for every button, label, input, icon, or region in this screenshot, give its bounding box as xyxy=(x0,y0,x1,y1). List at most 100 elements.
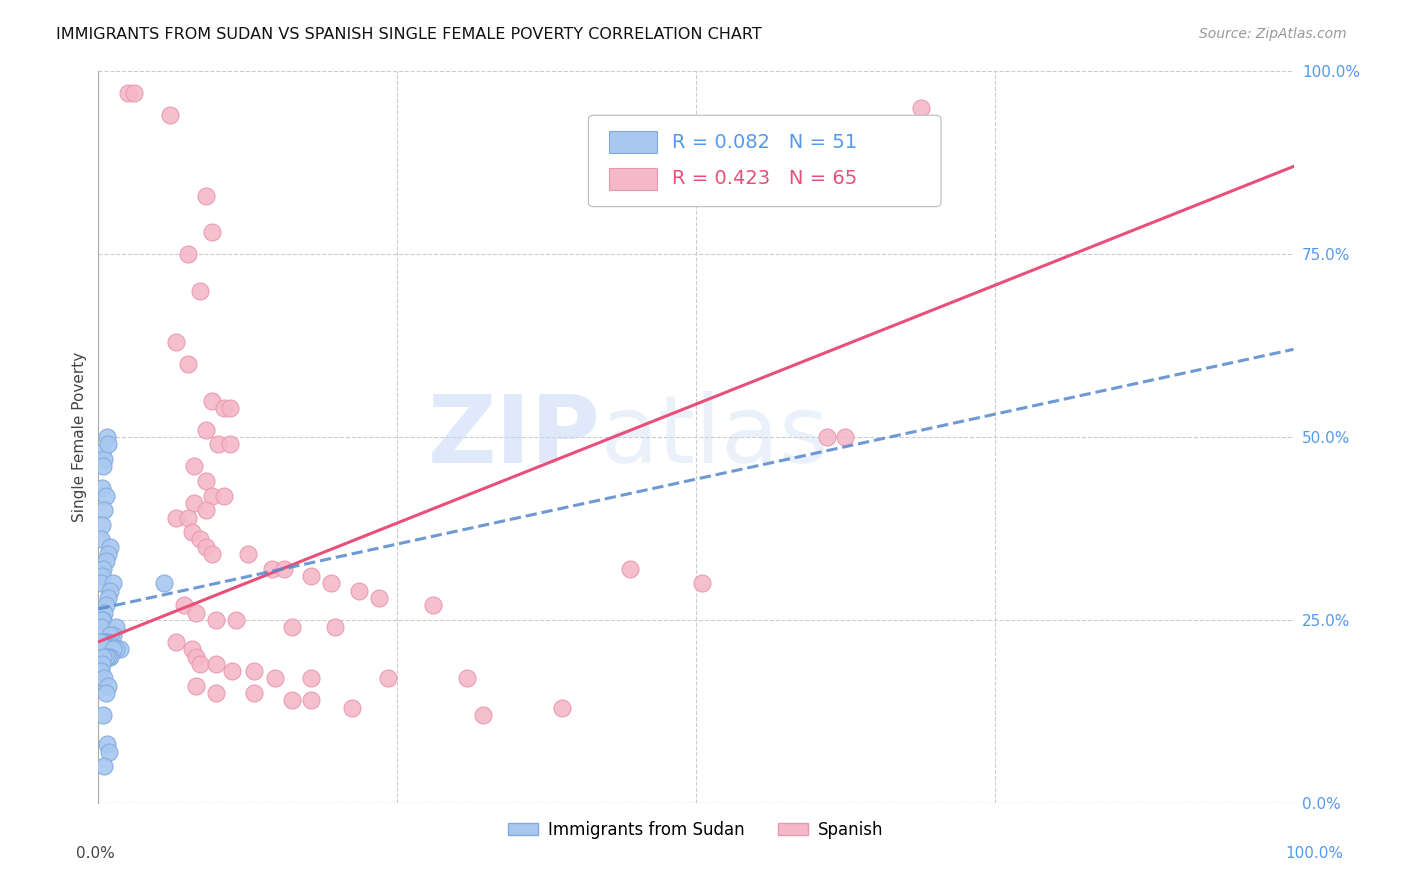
Point xyxy=(97,437,120,451)
Point xyxy=(91,635,114,649)
Text: R = 0.082   N = 51: R = 0.082 N = 51 xyxy=(672,133,858,152)
Point xyxy=(101,576,124,591)
Point xyxy=(97,591,120,605)
Point xyxy=(204,657,226,671)
Point xyxy=(186,606,208,620)
Point xyxy=(195,474,218,488)
Point xyxy=(90,620,112,634)
Point xyxy=(94,489,117,503)
Point xyxy=(212,401,235,415)
Point xyxy=(188,657,211,671)
Point xyxy=(183,496,205,510)
Point xyxy=(94,635,117,649)
Point xyxy=(93,635,115,649)
Point xyxy=(180,642,202,657)
Point xyxy=(98,540,122,554)
Point xyxy=(299,693,322,707)
Point xyxy=(91,459,114,474)
Point xyxy=(91,613,114,627)
Point xyxy=(619,562,641,576)
Point xyxy=(264,672,287,686)
Point xyxy=(90,576,112,591)
Text: 100.0%: 100.0% xyxy=(1285,847,1344,861)
Point xyxy=(201,225,224,239)
Point xyxy=(91,635,114,649)
Point xyxy=(165,334,187,349)
Point xyxy=(153,576,176,591)
Point xyxy=(91,517,114,532)
Point xyxy=(124,87,146,101)
Point xyxy=(177,510,200,524)
Point xyxy=(273,562,295,576)
Point xyxy=(94,686,117,700)
Point xyxy=(97,547,120,561)
Point xyxy=(207,437,229,451)
FancyBboxPatch shape xyxy=(589,115,941,207)
Point xyxy=(834,430,856,444)
Point xyxy=(91,562,114,576)
Legend: Immigrants from Sudan, Spanish: Immigrants from Sudan, Spanish xyxy=(502,814,890,846)
Point xyxy=(159,108,181,122)
FancyBboxPatch shape xyxy=(609,131,657,153)
Point xyxy=(195,540,218,554)
Point xyxy=(90,635,112,649)
Point xyxy=(98,627,122,641)
Point xyxy=(323,620,346,634)
Point xyxy=(93,759,115,773)
Point xyxy=(299,569,322,583)
Point xyxy=(551,700,574,714)
Point xyxy=(690,576,713,591)
Point xyxy=(90,664,112,678)
Point xyxy=(204,686,226,700)
Point xyxy=(94,599,117,613)
Text: ZIP: ZIP xyxy=(427,391,600,483)
Text: R = 0.423   N = 65: R = 0.423 N = 65 xyxy=(672,169,858,188)
Point xyxy=(94,554,117,568)
Point xyxy=(186,649,208,664)
Point xyxy=(89,635,111,649)
Point xyxy=(183,459,205,474)
Point xyxy=(91,708,114,723)
Point xyxy=(219,437,242,451)
Point xyxy=(93,606,115,620)
Point xyxy=(117,87,139,101)
Point xyxy=(236,547,259,561)
Point xyxy=(299,672,322,686)
Point xyxy=(177,357,200,371)
Point xyxy=(195,503,218,517)
Y-axis label: Single Female Poverty: Single Female Poverty xyxy=(72,352,87,522)
Point xyxy=(91,649,114,664)
Point xyxy=(173,599,195,613)
Point xyxy=(195,423,218,437)
Point xyxy=(98,583,122,598)
FancyBboxPatch shape xyxy=(609,168,657,190)
Point xyxy=(90,533,112,547)
Point xyxy=(195,188,218,202)
Point xyxy=(165,510,187,524)
Point xyxy=(204,613,226,627)
Point xyxy=(165,635,187,649)
Point xyxy=(93,452,115,467)
Text: Source: ZipAtlas.com: Source: ZipAtlas.com xyxy=(1199,27,1347,41)
Point xyxy=(221,664,243,678)
Point xyxy=(281,693,304,707)
Point xyxy=(422,599,444,613)
Point xyxy=(105,620,128,634)
Point xyxy=(94,649,117,664)
Point xyxy=(101,642,124,657)
Text: IMMIGRANTS FROM SUDAN VS SPANISH SINGLE FEMALE POVERTY CORRELATION CHART: IMMIGRANTS FROM SUDAN VS SPANISH SINGLE … xyxy=(56,27,762,42)
Point xyxy=(201,547,224,561)
Point xyxy=(93,672,115,686)
Point xyxy=(188,284,211,298)
Point xyxy=(368,591,391,605)
Point xyxy=(91,657,114,671)
Point xyxy=(910,101,932,115)
Point xyxy=(105,642,128,657)
Point xyxy=(177,247,200,261)
Point xyxy=(281,620,304,634)
Point xyxy=(201,393,224,408)
Point xyxy=(97,635,120,649)
Point xyxy=(180,525,202,540)
Point xyxy=(212,489,235,503)
Point xyxy=(340,700,363,714)
